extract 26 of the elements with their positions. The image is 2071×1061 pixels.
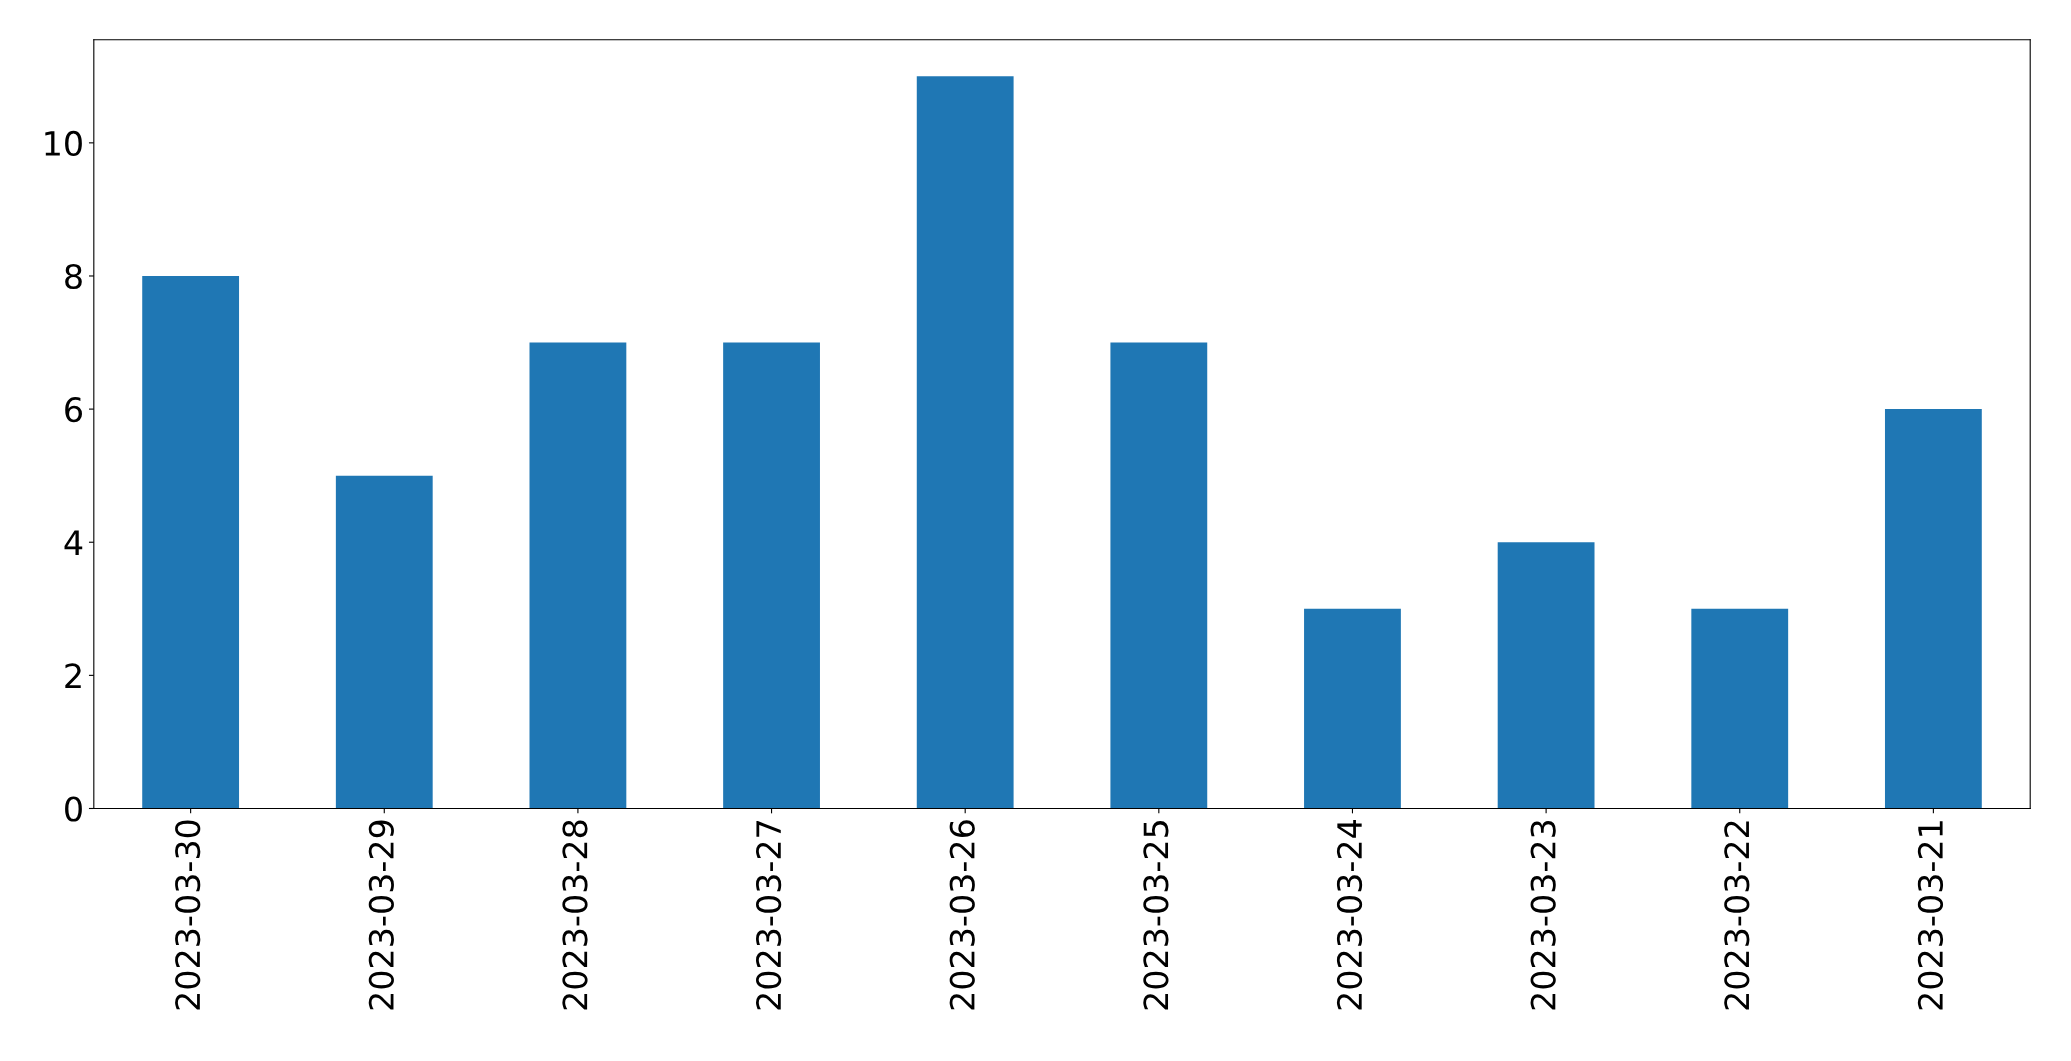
y-tick-label: 6 (65, 397, 82, 423)
bar (1497, 542, 1595, 809)
x-tick-label: 2023-03-25 (1143, 821, 1169, 1010)
bar (1691, 608, 1789, 809)
x-tick-label: 2023-03-24 (1336, 820, 1363, 1010)
bar (1304, 608, 1401, 809)
y-tick-label: 10 (45, 130, 82, 156)
bar (1884, 409, 1982, 809)
bar (335, 475, 433, 809)
y-tick-label: 8 (65, 263, 82, 290)
y-tick-label: 4 (64, 530, 83, 555)
bar (916, 76, 1014, 809)
x-tick-label: 2023-03-22 (1724, 821, 1750, 1010)
bar (1110, 342, 1208, 809)
x-tick-label: 2023-03-23 (1530, 820, 1556, 1010)
bar (529, 342, 627, 809)
bar (723, 342, 820, 809)
x-tick-label: 2023-03-26 (949, 820, 975, 1010)
y-tick-label: 2 (65, 663, 81, 689)
y-tick-label: 0 (65, 796, 82, 822)
bar (142, 275, 240, 809)
x-tick-label: 2023-03-30 (175, 820, 201, 1010)
x-tick-label: 2023-03-28 (562, 820, 588, 1010)
x-tick-label: 2023-03-21 (1917, 821, 1944, 1010)
x-tick-label: 2023-03-29 (368, 820, 394, 1010)
x-tick-label: 2023-03-27 (756, 821, 782, 1010)
